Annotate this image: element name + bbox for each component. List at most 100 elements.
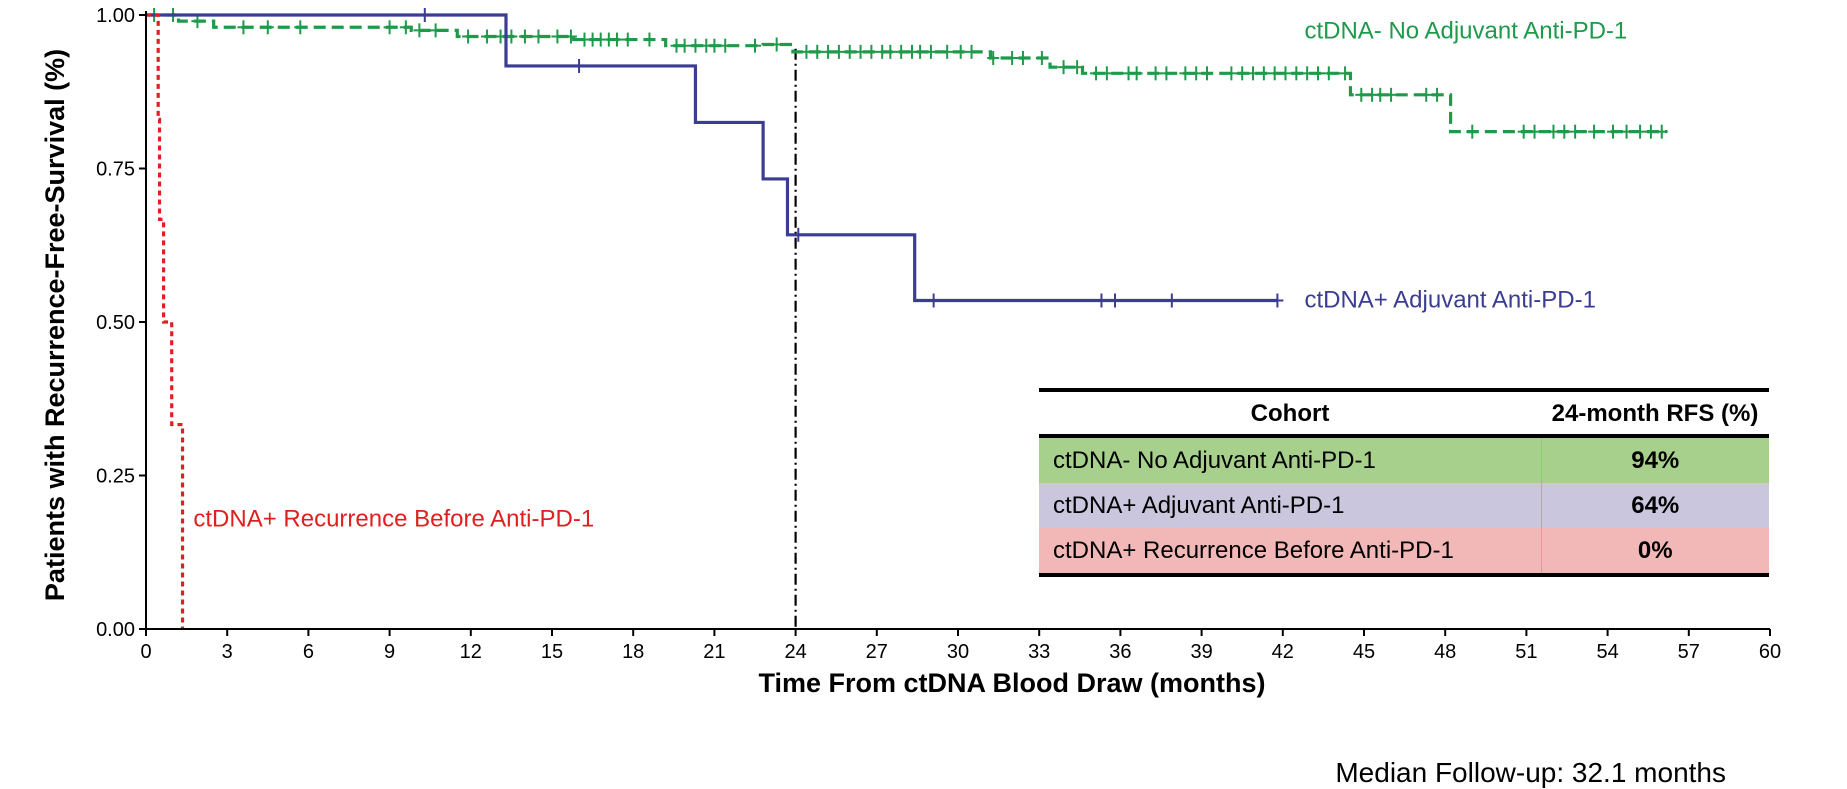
censor-mark (1201, 66, 1214, 81)
x-tick-label: 33 (1028, 641, 1050, 663)
x-tick-label: 24 (784, 641, 806, 663)
censor-mark (854, 44, 867, 59)
censor-mark (800, 44, 813, 59)
censor-mark (1528, 124, 1541, 139)
censor-mark (1558, 124, 1571, 139)
censor-mark (924, 44, 937, 59)
censor-mark (1130, 66, 1143, 81)
censor-mark (884, 44, 897, 59)
series-ctdna-recurrence-before-anti-pd-1: ctDNA+ Recurrence Before Anti-PD-1 (146, 13, 594, 629)
censor-mark (1071, 60, 1084, 75)
median-follow-up-note: Median Follow-up: 32.1 months (1335, 757, 1726, 788)
censor-mark (237, 20, 250, 35)
censor-mark (621, 32, 634, 47)
censor-mark (573, 58, 586, 73)
censor-mark (1057, 60, 1070, 75)
survival-curves: ctDNA- No Adjuvant Anti-PD-1 ctDNA+ Adjuv… (146, 8, 1668, 629)
x-tick-label: 30 (947, 641, 969, 663)
censor-mark (1271, 293, 1284, 308)
censor-mark (770, 37, 783, 52)
censor-mark (462, 29, 475, 44)
x-axis-ticks: 0 3 6 9 12 15 18 21 24 27 30 33 36 39 42 45 48 51 54 57 60 (140, 629, 1781, 663)
header-cohort: Cohort (1250, 400, 1330, 427)
censor-mark (1655, 124, 1668, 139)
censor-mark (1634, 124, 1647, 139)
censor-mark (678, 38, 691, 53)
series-ctdna-no-adjuvant-anti-pd-1: ctDNA- No Adjuvant Anti-PD-1 (146, 8, 1668, 139)
y-tick-label: 0.50 (96, 312, 135, 334)
censor-mark (1588, 124, 1601, 139)
censor-mark (987, 50, 1000, 65)
survival-curve-line (146, 13, 1278, 303)
censor-mark (1190, 66, 1203, 81)
censor-mark (1420, 87, 1433, 102)
censor-mark (1225, 66, 1238, 81)
censor-mark (1385, 87, 1398, 102)
table-cell-cohort: ctDNA- No Adjuvant Anti-PD-1 (1053, 446, 1376, 474)
censor-mark (792, 227, 805, 242)
censor-mark (294, 20, 307, 35)
x-tick-label: 12 (460, 641, 482, 663)
x-tick-label: 3 (222, 641, 233, 663)
censor-mark (811, 44, 824, 59)
x-tick-label: 51 (1515, 641, 1537, 663)
censor-mark (1165, 293, 1178, 308)
x-tick-label: 9 (384, 641, 395, 663)
table-row: ctDNA- No Adjuvant Anti-PD-1 94% (1039, 436, 1769, 483)
censor-mark (1268, 66, 1281, 81)
y-axis-ticks: 0.00 0.25 0.50 0.75 1.00 (96, 5, 146, 641)
series-label: ctDNA- No Adjuvant Anti-PD-1 (1304, 17, 1627, 44)
censor-mark (689, 38, 702, 53)
censor-mark (832, 44, 845, 59)
censor-mark (1095, 293, 1108, 308)
rfs-table: Cohort 24-month RFS (%) ctDNA- No Adjuva… (1039, 388, 1769, 577)
censor-mark (965, 44, 978, 59)
table-row: ctDNA+ Adjuvant Anti-PD-1 64% (1039, 483, 1769, 528)
table-cell-rfs: 94% (1540, 436, 1769, 483)
censor-mark (1247, 66, 1260, 81)
censor-mark (1607, 124, 1620, 139)
censor-mark (481, 29, 494, 44)
censor-mark (1517, 124, 1530, 139)
x-tick-label: 27 (866, 641, 888, 663)
x-tick-label: 54 (1596, 641, 1618, 663)
header-24-month-rfs: 24-month RFS (%) (1551, 400, 1759, 427)
censor-mark (1355, 87, 1368, 102)
censor-mark (749, 38, 761, 53)
censor-mark (429, 23, 442, 38)
series-label: ctDNA+ Recurrence Before Anti-PD-1 (193, 505, 594, 532)
censor-mark (518, 29, 531, 44)
censor-mark (643, 32, 656, 47)
censor-mark (383, 20, 396, 35)
y-tick-label: 1.00 (96, 5, 135, 27)
censor-mark (1322, 66, 1335, 81)
censor-mark (954, 44, 967, 59)
censor-mark (1374, 87, 1387, 102)
censor-mark (1179, 66, 1192, 81)
censor-mark (532, 29, 545, 44)
censor-mark (551, 29, 564, 44)
table-cell-rfs: 0% (1540, 528, 1769, 575)
table-cell-cohort: ctDNA+ Adjuvant Anti-PD-1 (1053, 491, 1345, 519)
x-tick-label: 36 (1109, 641, 1131, 663)
censor-mark (1160, 66, 1173, 81)
censor-mark (418, 8, 431, 22)
x-tick-label: 60 (1759, 641, 1781, 663)
y-axis-title: Patients with Recurrence-Free-Survival (… (40, 49, 70, 601)
censor-mark (1108, 293, 1121, 308)
censor-mark (1547, 124, 1560, 139)
table-cell-cohort: ctDNA+ Recurrence Before Anti-PD-1 (1053, 536, 1454, 564)
censor-mark (399, 20, 412, 35)
censor-mark (1090, 66, 1103, 81)
censor-mark (1644, 124, 1657, 139)
series-ctdna-adjuvant-anti-pd-1: ctDNA+ Adjuvant Anti-PD-1 (146, 8, 1596, 313)
y-tick-label: 0.75 (96, 159, 135, 181)
censor-mark (927, 293, 940, 308)
x-tick-label: 15 (541, 641, 563, 663)
x-tick-label: 39 (1190, 641, 1212, 663)
survival-curve-line (146, 13, 185, 629)
axes (145, 11, 1770, 630)
censor-mark (843, 44, 856, 59)
x-tick-label: 21 (703, 641, 725, 663)
